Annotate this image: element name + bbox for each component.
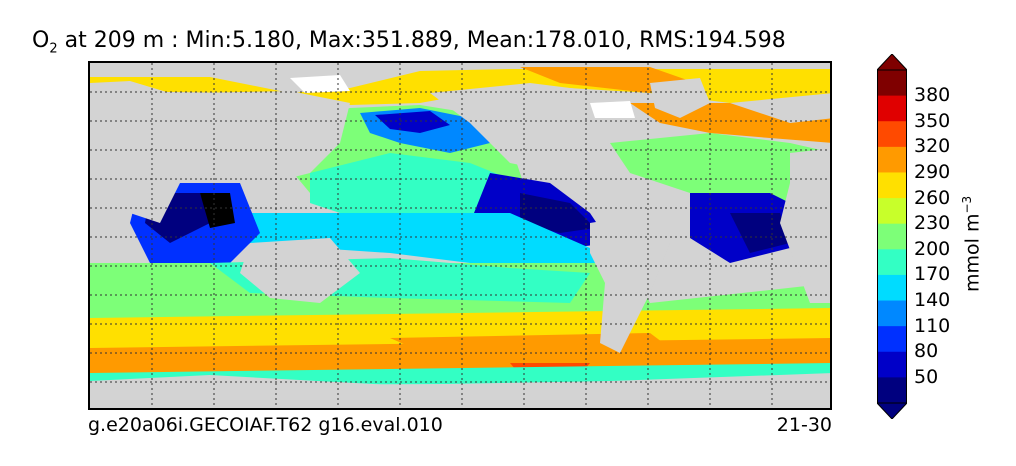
colorbar-extend-min xyxy=(877,402,907,419)
colorbar-swatch xyxy=(877,223,907,250)
year-range: 21-30 xyxy=(776,414,832,436)
australia xyxy=(240,238,360,303)
colorbar-unit: mmol m−3 xyxy=(960,195,984,292)
colorbar-swatch xyxy=(877,146,907,173)
colorbar-tick-label: 110 xyxy=(914,314,951,337)
colorbar-swatch xyxy=(877,274,907,302)
colorbar-tick-label: 320 xyxy=(914,135,951,158)
colorbar-tick-label: 290 xyxy=(914,160,951,183)
case-name: g.e20a06i.GECOIAF.T62 g16.eval.010 xyxy=(88,414,443,436)
title-stats: at 209 m : Min:5.180, Max:351.889, Mean:… xyxy=(57,28,786,53)
colorbar-tick-label: 170 xyxy=(914,263,951,286)
ocean-map xyxy=(88,61,832,410)
colorbar-tick-label: 200 xyxy=(914,237,951,260)
colorbar-swatch xyxy=(877,172,907,199)
colorbar-swatch xyxy=(877,300,907,327)
colorbar-swatch xyxy=(877,326,907,353)
colorbar-swatch xyxy=(877,198,907,225)
colorbar-tick-label: 350 xyxy=(914,109,951,132)
greenland xyxy=(650,78,710,118)
colorbar-swatch xyxy=(877,377,907,404)
africa-east xyxy=(780,148,830,303)
graticule xyxy=(90,63,830,408)
colorbar-swatch xyxy=(877,121,907,148)
colorbar-extend-max xyxy=(877,54,907,71)
plot-title: O2 at 209 m : Min:5.180, Max:351.889, Me… xyxy=(32,28,786,56)
colorbar-tick-label: 50 xyxy=(914,365,939,388)
africa-north xyxy=(105,153,180,223)
colorbar-tick-label: 230 xyxy=(914,212,951,235)
colorbar-swatch xyxy=(877,351,907,378)
colorbar-swatch xyxy=(877,249,907,276)
eurasia-west xyxy=(90,81,190,183)
colorbar-tick-label: 140 xyxy=(914,289,951,312)
south-america xyxy=(590,213,670,353)
colorbar-swatch xyxy=(877,95,907,122)
colorbar-tick-label: 260 xyxy=(914,186,951,209)
map-canvas xyxy=(90,63,830,408)
colorbar-tick-label: 380 xyxy=(914,84,951,107)
colorbar xyxy=(877,54,907,419)
colorbar-swatch xyxy=(877,70,907,97)
asia xyxy=(190,91,350,183)
title-variable: O2 xyxy=(32,28,58,57)
colorbar-tick-label: 80 xyxy=(914,340,939,363)
